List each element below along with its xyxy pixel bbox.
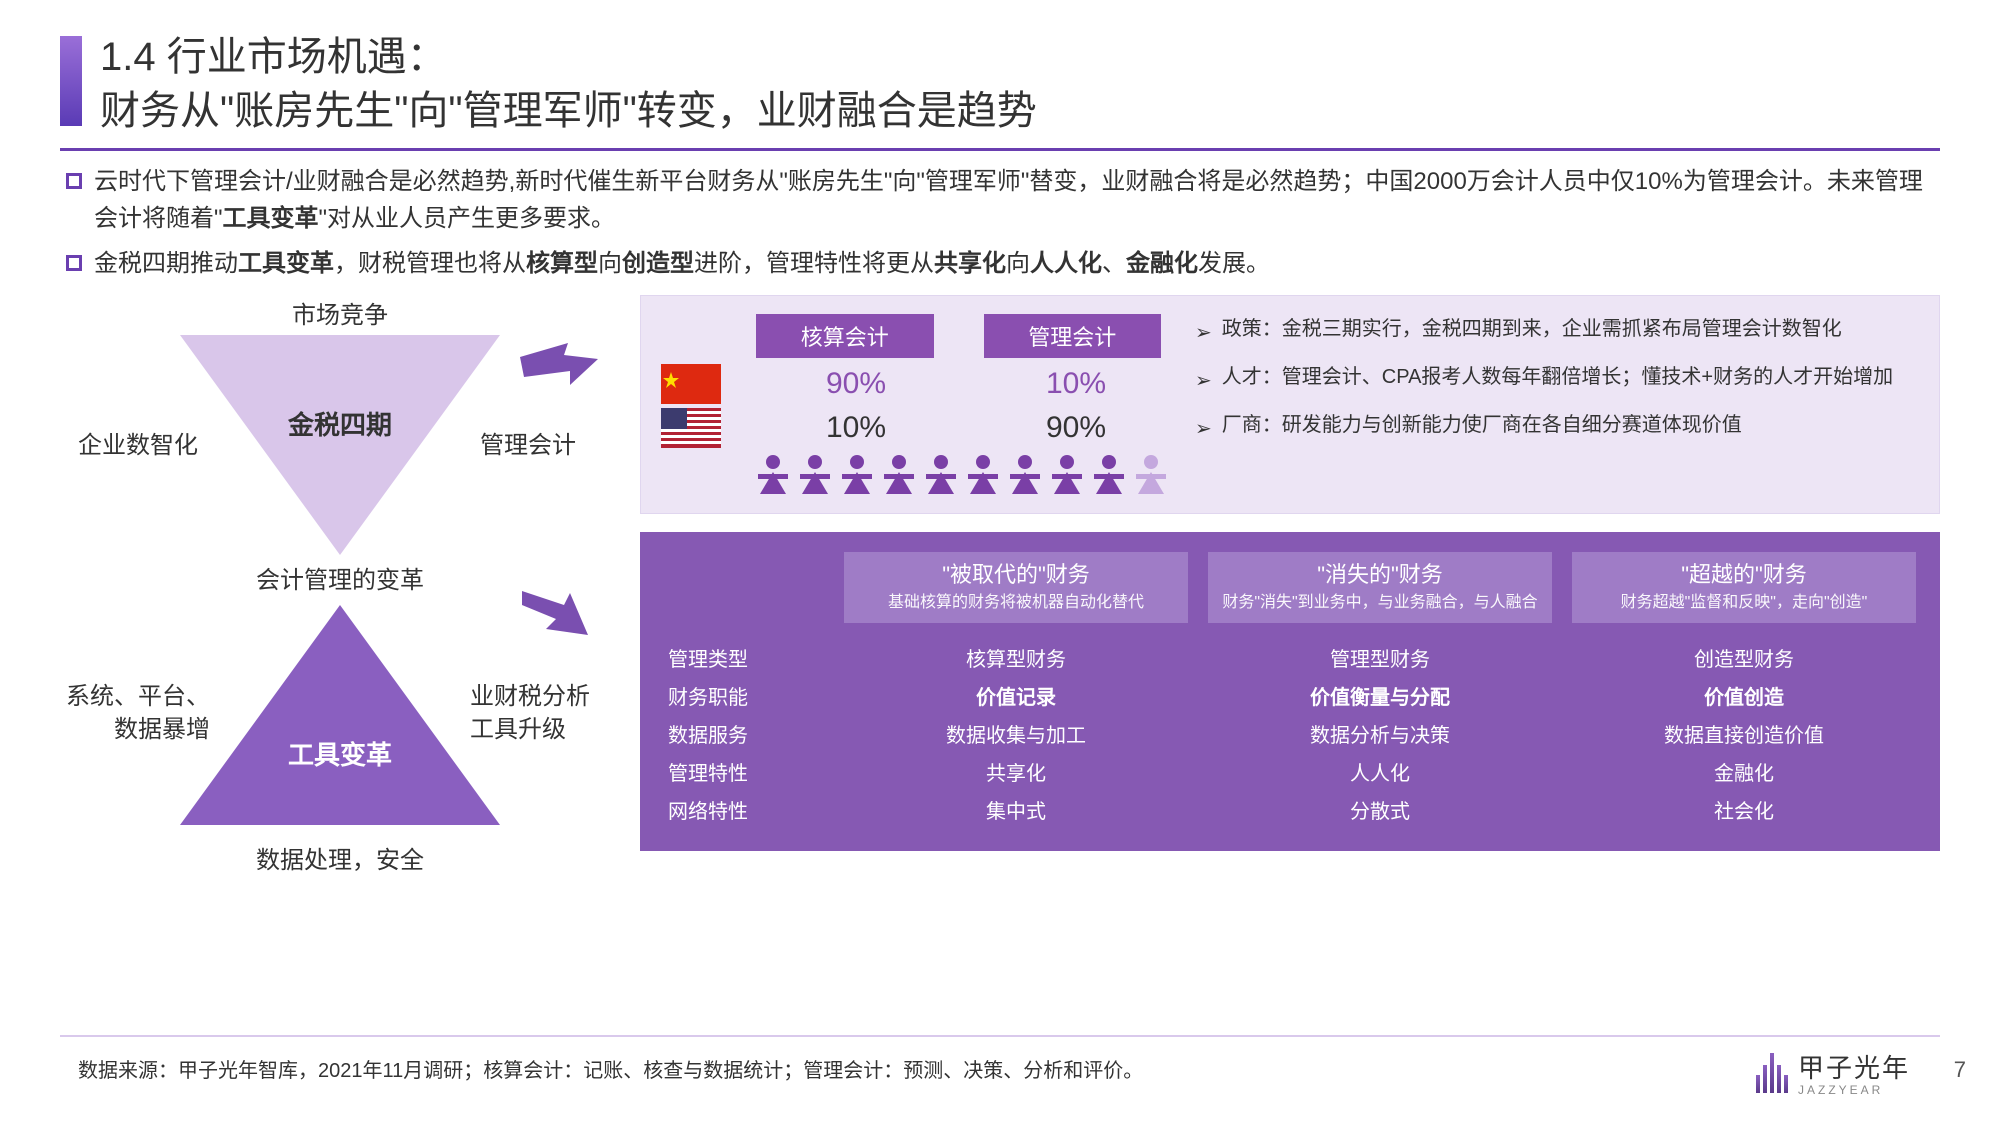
matrix-cell: 价值衡量与分配 bbox=[1208, 679, 1552, 717]
stats-left: 核算会计 管理会计 90% 10% 10% 90% bbox=[641, 296, 1171, 513]
bullet-item: 云时代下管理会计/业财融合是必然趋势,新时代催生新平台财务从"账房先生"向"管理… bbox=[66, 163, 1934, 237]
person-icon bbox=[756, 454, 790, 503]
chevron-icon: ➢ bbox=[1195, 318, 1212, 348]
tri-bl-label: 系统、平台、数据暴增 bbox=[60, 680, 210, 747]
stat-value: 90% bbox=[771, 367, 941, 401]
bottom-divider bbox=[60, 1035, 1940, 1037]
tri-top-label: 市场竞争 bbox=[260, 295, 420, 330]
arrow-icon bbox=[520, 339, 600, 389]
bottom-triangle bbox=[180, 605, 500, 825]
tri-mid-label: 会计管理的变革 bbox=[240, 560, 440, 595]
tri-left-label: 企业数智化 bbox=[68, 425, 198, 460]
matrix-row-label: 财务职能 bbox=[664, 679, 824, 717]
stat-header: 核算会计 bbox=[756, 314, 934, 358]
matrix-row-label: 数据服务 bbox=[664, 717, 824, 755]
stat-row: 90% 10% bbox=[661, 364, 1161, 404]
matrix-header-cell: "被取代的"财务基础核算的财务将被机器自动化替代 bbox=[844, 552, 1188, 623]
matrix-cell: 分散式 bbox=[1208, 793, 1552, 831]
matrix-cell: 社会化 bbox=[1572, 793, 1916, 831]
matrix-row: 管理类型 核算型财务 管理型财务 创造型财务 bbox=[664, 641, 1916, 679]
matrix-cell: 数据直接创造价值 bbox=[1572, 717, 1916, 755]
bullet-list: 云时代下管理会计/业财融合是必然趋势,新时代催生新平台财务从"账房先生"向"管理… bbox=[66, 163, 1934, 283]
matrix-cell: 集中式 bbox=[844, 793, 1188, 831]
matrix-cell: 管理型财务 bbox=[1208, 641, 1552, 679]
triangle-diagram: 市场竞争金税四期企业数智化 管理会计会计管理的变革工具变革 系统、平台、数据暴增 业财… bbox=[60, 295, 620, 935]
person-icon bbox=[966, 454, 1000, 503]
people-icons bbox=[756, 454, 1161, 503]
matrix-cell: 数据分析与决策 bbox=[1208, 717, 1552, 755]
matrix-cell: 人人化 bbox=[1208, 755, 1552, 793]
matrix-header-cell: "超越的"财务财务超越"监督和反映"，走向"创造" bbox=[1572, 552, 1916, 623]
arrow-icon bbox=[522, 585, 592, 645]
bottom-triangle-core: 工具变革 bbox=[260, 735, 420, 772]
flag-us-icon bbox=[661, 408, 721, 448]
top-triangle bbox=[180, 335, 500, 555]
matrix-row-label: 管理类型 bbox=[664, 641, 824, 679]
bullet-marker bbox=[66, 173, 82, 189]
stat-header: 管理会计 bbox=[984, 314, 1162, 358]
matrix-cell: 创造型财务 bbox=[1572, 641, 1916, 679]
stats-note-item: ➢人才：管理会计、CPA报考人数每年翻倍增长；懂技术+财务的人才开始增加 bbox=[1195, 362, 1915, 396]
matrix-row: 财务职能 价值记录 价值衡量与分配 价值创造 bbox=[664, 679, 1916, 717]
stat-row: 10% 90% bbox=[661, 408, 1161, 448]
person-icon bbox=[882, 454, 916, 503]
tri-bottom-label: 数据处理，安全 bbox=[220, 840, 460, 875]
person-icon bbox=[798, 454, 832, 503]
chevron-icon: ➢ bbox=[1195, 366, 1212, 396]
person-icon bbox=[1050, 454, 1084, 503]
matrix-row-label: 网络特性 bbox=[664, 793, 824, 831]
matrix-row: 数据服务 数据收集与加工 数据分析与决策 数据直接创造价值 bbox=[664, 717, 1916, 755]
bullet-item: 金税四期推动工具变革，财税管理也将从核算型向创造型进阶，管理特性将更从共享化向人… bbox=[66, 245, 1934, 282]
stats-note-item: ➢政策：金税三期实行，金税四期到来，企业需抓紧布局管理会计数智化 bbox=[1195, 314, 1915, 348]
matrix-cell: 核算型财务 bbox=[844, 641, 1188, 679]
data-source-note: 数据来源：甲子光年智库，2021年11月调研；核算会计：记账、核查与数据统计；管… bbox=[78, 1054, 1143, 1083]
brand-logo: 甲子光年 JAZZYEAR bbox=[1756, 1048, 1910, 1097]
bullet-text: 金税四期推动工具变革，财税管理也将从核算型向创造型进阶，管理特性将更从共享化向人… bbox=[94, 245, 1270, 282]
title-line-1: 1.4 行业市场机遇： bbox=[100, 30, 1037, 84]
bullet-text: 云时代下管理会计/业财融合是必然趋势,新时代催生新平台财务从"账房先生"向"管理… bbox=[94, 163, 1934, 237]
accent-bar bbox=[60, 36, 82, 126]
stats-notes: ➢政策：金税三期实行，金税四期到来，企业需抓紧布局管理会计数智化 ➢人才：管理会计… bbox=[1171, 296, 1939, 513]
person-icon bbox=[840, 454, 874, 503]
matrix-row-label: 管理特性 bbox=[664, 755, 824, 793]
stat-value: 10% bbox=[771, 411, 941, 445]
title-divider bbox=[60, 148, 1940, 151]
matrix-cell: 共享化 bbox=[844, 755, 1188, 793]
bullet-marker bbox=[66, 255, 82, 271]
matrix-cell: 价值创造 bbox=[1572, 679, 1916, 717]
brand-name: 甲子光年 bbox=[1798, 1048, 1910, 1085]
person-icon bbox=[924, 454, 958, 503]
top-triangle-core: 金税四期 bbox=[260, 405, 420, 442]
matrix-panel: "被取代的"财务基础核算的财务将被机器自动化替代 "消失的"财务财务"消失"到业务… bbox=[640, 532, 1940, 851]
title-line-2: 财务从"账房先生"向"管理军师"转变，业财融合是趋势 bbox=[100, 84, 1037, 138]
matrix-cell: 金融化 bbox=[1572, 755, 1916, 793]
stats-panel: 核算会计管理会计 90% 10% 10% 90%➢政策：金税三期实行，金税四期到… bbox=[640, 295, 1940, 514]
matrix-header-cell: "消失的"财务财务"消失"到业务中，与业务融合，与人融合 bbox=[1208, 552, 1552, 623]
matrix-row: 网络特性 集中式 分散式 社会化 bbox=[664, 793, 1916, 831]
page-number: 7 bbox=[1954, 1057, 1966, 1083]
matrix-cell: 数据收集与加工 bbox=[844, 717, 1188, 755]
title-block: 1.4 行业市场机遇： 财务从"账房先生"向"管理军师"转变，业财融合是趋势 bbox=[60, 30, 1940, 138]
brand-bars-icon bbox=[1756, 1053, 1788, 1093]
matrix-row: 管理特性 共享化 人人化 金融化 bbox=[664, 755, 1916, 793]
person-icon bbox=[1092, 454, 1126, 503]
tri-br-label: 业财税分析工具升级 bbox=[470, 680, 620, 747]
chevron-icon: ➢ bbox=[1195, 414, 1212, 444]
tri-right-label: 管理会计 bbox=[480, 425, 600, 460]
person-icon bbox=[1008, 454, 1042, 503]
stats-note-item: ➢厂商：研发能力与创新能力使厂商在各自细分赛道体现价值 bbox=[1195, 410, 1915, 444]
matrix-headers: "被取代的"财务基础核算的财务将被机器自动化替代 "消失的"财务财务"消失"到业务… bbox=[664, 552, 1916, 623]
stat-value: 90% bbox=[991, 411, 1161, 445]
flag-cn-icon bbox=[661, 364, 721, 404]
person-icon bbox=[1134, 454, 1168, 503]
brand-sub: JAZZYEAR bbox=[1798, 1083, 1910, 1097]
matrix-cell: 价值记录 bbox=[844, 679, 1188, 717]
stat-value: 10% bbox=[991, 367, 1161, 401]
